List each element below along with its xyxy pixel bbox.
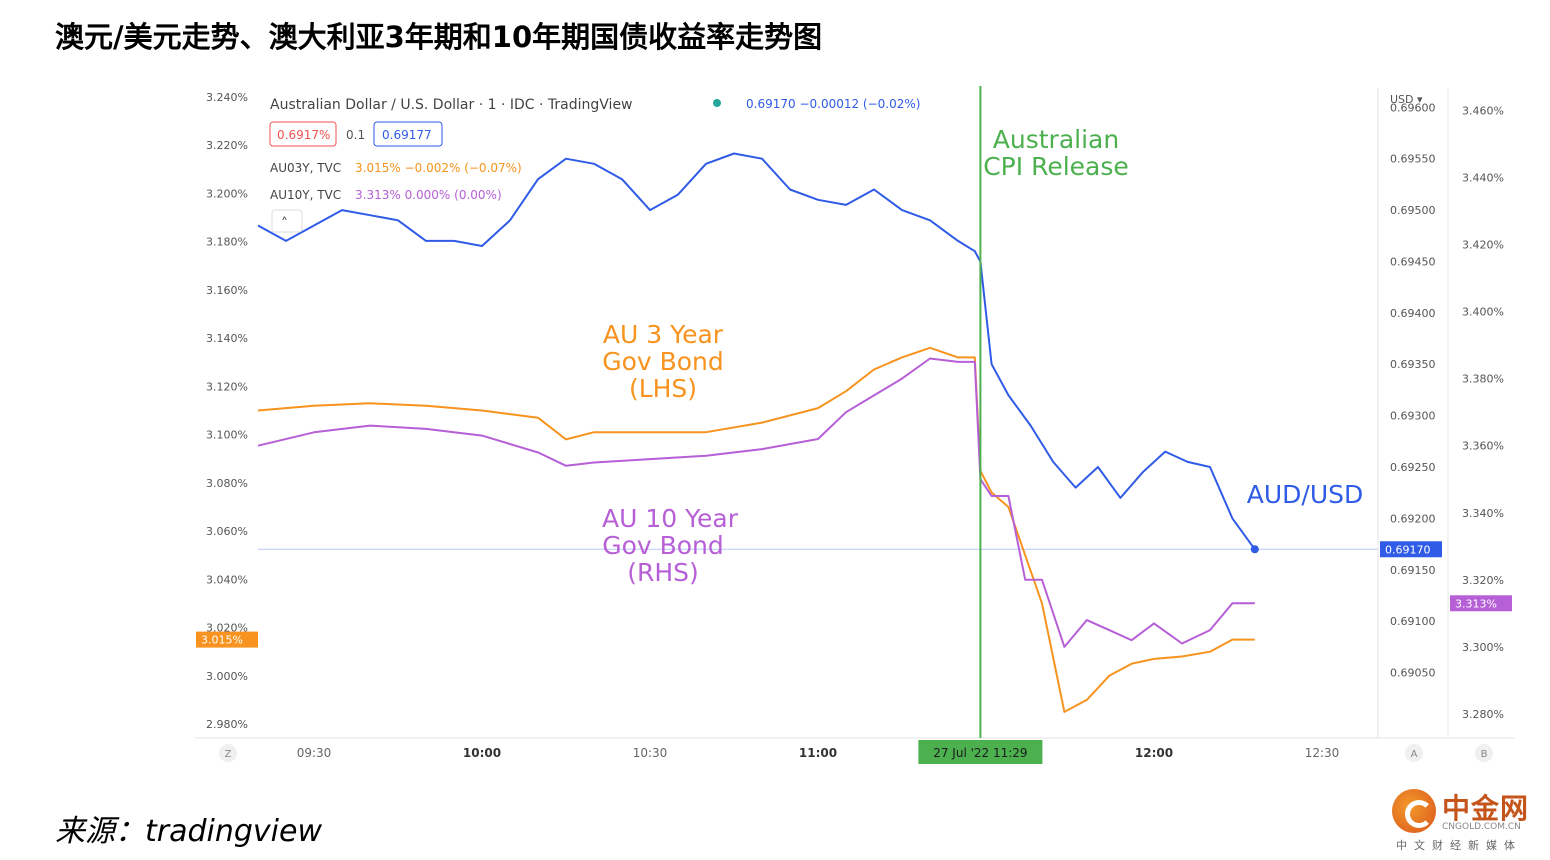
- usd-tick-label: 0.69150: [1390, 564, 1436, 577]
- time-highlight-badge: [918, 740, 1043, 764]
- usd-tick-label: 0.69550: [1390, 153, 1436, 166]
- brand-logo: 中金网 CNGOLD.COM.CN 中文财经新媒体: [1392, 785, 1542, 855]
- left-tick-label: 3.000%: [206, 670, 248, 683]
- time-tick-label: 10:00: [463, 746, 501, 760]
- left-tick-label: 3.180%: [206, 236, 248, 249]
- right-last-badge: [1450, 595, 1512, 612]
- au3-annotation-line1: AU 3 Year: [603, 320, 724, 349]
- logo-icon: [1392, 789, 1436, 833]
- time-tick-label: 12:00: [1135, 746, 1173, 760]
- chevron-up-icon: ˄: [281, 216, 288, 232]
- left-tick-label: 3.120%: [206, 380, 248, 393]
- left-axis: 3.240% 3.220% 3.200% 3.180% 3.160% 3.140% 3.12…: [206, 91, 248, 731]
- au03-values: 3.015% −0.002% (−0.07%): [355, 161, 522, 175]
- cpi-annotation-line1: Australian: [993, 125, 1119, 154]
- zoom-icon: Z: [225, 749, 232, 760]
- usd-tick-label: 0.69200: [1390, 512, 1436, 525]
- spread-value: 0.1: [346, 128, 365, 142]
- collapse-legend-button[interactable]: [271, 209, 303, 233]
- series-line-left: [257, 346, 1255, 713]
- scale-b-icon: B: [1481, 749, 1488, 760]
- usd-last-badge: [1380, 541, 1442, 558]
- zoom-button[interactable]: [219, 744, 237, 762]
- left-tick-label: 3.160%: [206, 284, 248, 297]
- auto-scale-icon: A: [1411, 749, 1418, 760]
- right-tick-label: 3.380%: [1462, 373, 1504, 386]
- legend-main-series: Australian Dollar / U.S. Dollar · 1 · ID…: [270, 97, 633, 113]
- usd-tick-label: 0.69500: [1390, 204, 1436, 217]
- logo-name: 中金网: [1442, 792, 1530, 825]
- usd-last-value: 0.69170: [1385, 543, 1431, 556]
- ask-value: 0.69177: [382, 128, 432, 142]
- left-tick-label: 3.240%: [206, 91, 248, 104]
- usd-unit-label[interactable]: USD ▾: [1390, 93, 1423, 106]
- series-line-right: [257, 357, 1255, 648]
- usd-axis: 0.69600 0.69550 0.69500 0.69450 0.69400 0.693…: [1390, 101, 1436, 679]
- usd-tick-label: 0.69050: [1390, 667, 1436, 680]
- au3-annotation-line3: (LHS): [629, 374, 697, 403]
- right-tick-label: 3.400%: [1462, 306, 1504, 319]
- audusd-annotation: AUD/USD: [1247, 480, 1364, 509]
- bid-value: 0.6917%: [277, 128, 330, 142]
- au3-annotation-line2: Gov Bond: [602, 347, 724, 376]
- scale-b-button[interactable]: [1475, 744, 1493, 762]
- usd-tick-label: 0.69300: [1390, 410, 1436, 423]
- left-tick-label: 3.100%: [206, 429, 248, 442]
- left-tick-label: 3.220%: [206, 139, 248, 152]
- audusd-last-point: [1250, 545, 1259, 554]
- right-axis: 3.460% 3.440% 3.420% 3.400% 3.380% 3.360% 3.34…: [1462, 104, 1504, 721]
- right-tick-label: 3.320%: [1462, 574, 1504, 587]
- au03-symbol: AU03Y, TVC: [270, 161, 341, 175]
- right-tick-label: 3.420%: [1462, 239, 1504, 252]
- right-last-value: 3.313%: [1455, 597, 1497, 610]
- time-tick-label: 12:30: [1305, 746, 1340, 760]
- time-axis: 09:30 10:00 10:30 11:00 12:00 12:30: [297, 746, 1340, 760]
- left-tick-label: 3.020%: [206, 622, 248, 635]
- logo-domain: CNGOLD.COM.CN: [1442, 822, 1521, 832]
- bid-box[interactable]: [269, 121, 337, 147]
- right-tick-label: 3.300%: [1462, 641, 1504, 654]
- time-tick-label: 10:30: [633, 746, 668, 760]
- right-tick-label: 3.340%: [1462, 507, 1504, 520]
- au10-annotation-line2: Gov Bond: [602, 531, 724, 560]
- time-tick-label: 11:00: [799, 746, 837, 760]
- au10-symbol: AU10Y, TVC: [270, 188, 341, 202]
- left-tick-label: 3.060%: [206, 525, 248, 538]
- left-last-value: 3.015%: [201, 634, 243, 647]
- page-title: 澳元/美元走势、澳大利亚3年期和10年期国债收益率走势图: [55, 20, 823, 54]
- usd-tick-label: 0.69450: [1390, 255, 1436, 268]
- usd-tick-label: 0.69350: [1390, 358, 1436, 371]
- left-tick-label: 3.200%: [206, 187, 248, 200]
- left-last-badge: [196, 631, 258, 648]
- left-tick-label: 3.140%: [206, 332, 248, 345]
- logo-slogan: 中文财经新媒体: [1396, 839, 1522, 852]
- time-tick-label: 09:30: [297, 746, 332, 760]
- legend-main-values: 0.69170 −0.00012 (−0.02%): [746, 97, 920, 111]
- au10-annotation-line3: (RHS): [627, 558, 699, 587]
- cpi-annotation-line2: CPI Release: [983, 152, 1129, 181]
- time-highlight-value: 27 Jul '22 11:29: [933, 746, 1027, 760]
- source-note: 来源：tradingview: [55, 814, 322, 849]
- right-tick-label: 3.440%: [1462, 171, 1504, 184]
- right-tick-label: 3.360%: [1462, 440, 1504, 453]
- right-tick-label: 3.280%: [1462, 708, 1504, 721]
- series-layer: [257, 152, 1259, 713]
- series-line-usd: [257, 152, 1256, 550]
- left-tick-label: 3.080%: [206, 477, 248, 490]
- au10-annotation-line1: AU 10 Year: [602, 504, 739, 533]
- usd-tick-label: 0.69100: [1390, 615, 1436, 628]
- auto-scale-button[interactable]: [1405, 744, 1423, 762]
- usd-tick-label: 0.69250: [1390, 461, 1436, 474]
- usd-tick-label: 0.69600: [1390, 101, 1436, 114]
- ask-box[interactable]: [373, 121, 443, 147]
- usd-tick-label: 0.69400: [1390, 307, 1436, 320]
- left-tick-label: 2.980%: [206, 718, 248, 731]
- left-tick-label: 3.040%: [206, 573, 248, 586]
- au10-values: 3.313% 0.000% (0.00%): [355, 188, 502, 202]
- plot-area: [258, 88, 1378, 738]
- live-dot-icon: [713, 99, 721, 107]
- right-tick-label: 3.460%: [1462, 104, 1504, 117]
